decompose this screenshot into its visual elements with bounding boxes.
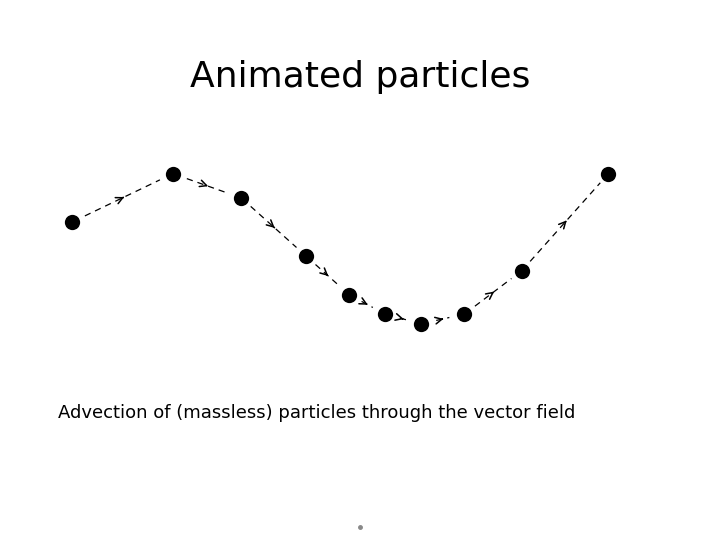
Point [167, 170, 179, 178]
Point [235, 193, 247, 202]
Point [603, 170, 614, 178]
Text: Animated particles: Animated particles [190, 60, 530, 94]
Point [343, 291, 355, 299]
Point [516, 266, 528, 275]
Point [379, 310, 391, 319]
Text: Advection of (massless) particles through the vector field: Advection of (massless) particles throug… [58, 404, 575, 422]
Text: UU/IT: UU/IT [345, 8, 375, 18]
Point [66, 218, 78, 226]
Point [459, 310, 470, 319]
Point [300, 252, 312, 260]
Point [415, 320, 427, 328]
